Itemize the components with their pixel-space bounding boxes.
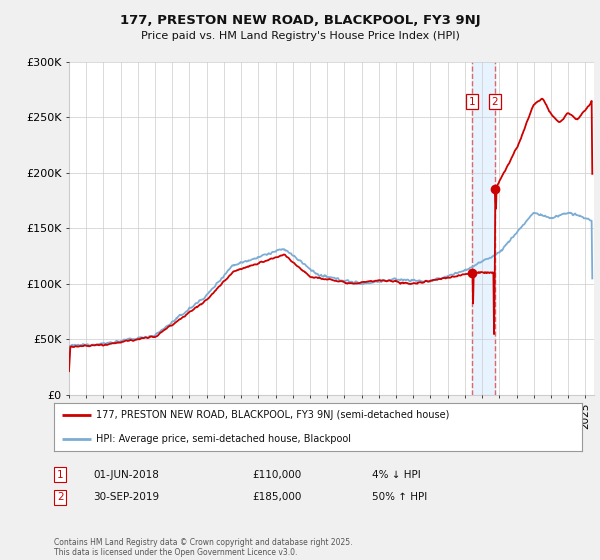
Text: £110,000: £110,000 [252,470,301,480]
Text: 177, PRESTON NEW ROAD, BLACKPOOL, FY3 9NJ: 177, PRESTON NEW ROAD, BLACKPOOL, FY3 9N… [119,14,481,27]
Text: HPI: Average price, semi-detached house, Blackpool: HPI: Average price, semi-detached house,… [96,434,351,444]
Text: 4% ↓ HPI: 4% ↓ HPI [372,470,421,480]
Text: 1: 1 [469,96,475,106]
Text: £185,000: £185,000 [252,492,301,502]
Text: 2: 2 [57,492,64,502]
Text: 2: 2 [492,96,499,106]
Text: Contains HM Land Registry data © Crown copyright and database right 2025.
This d: Contains HM Land Registry data © Crown c… [54,538,353,557]
Bar [472,62,495,395]
Text: 177, PRESTON NEW ROAD, BLACKPOOL, FY3 9NJ (semi-detached house): 177, PRESTON NEW ROAD, BLACKPOOL, FY3 9N… [96,410,449,420]
Text: 1: 1 [57,470,64,480]
Text: 30-SEP-2019: 30-SEP-2019 [93,492,159,502]
Text: Price paid vs. HM Land Registry's House Price Index (HPI): Price paid vs. HM Land Registry's House … [140,31,460,41]
Text: 50% ↑ HPI: 50% ↑ HPI [372,492,427,502]
Text: 01-JUN-2018: 01-JUN-2018 [93,470,159,480]
